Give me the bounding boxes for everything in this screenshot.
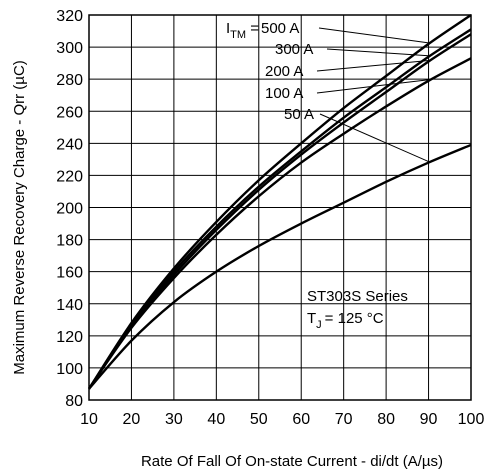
- series-line-1: [87, 28, 472, 390]
- y-tick-label: 200: [56, 201, 83, 218]
- x-tick-labels: 10 20 30 40 50 60 70 80 90 100: [80, 411, 484, 428]
- series-label-4: 50 A: [284, 106, 314, 123]
- y-tick-label: 80: [65, 393, 83, 410]
- tj-subscript: J: [316, 319, 322, 331]
- series-label-1: 300 A: [275, 41, 313, 58]
- series-lines: [87, 14, 472, 390]
- y-tick-label: 240: [56, 136, 83, 153]
- legend-current-label: ITM =: [226, 20, 259, 41]
- x-tick-label: 80: [377, 411, 395, 428]
- series-leader-0: [318, 27, 429, 44]
- series-line-4: [88, 143, 472, 390]
- x-tick-label: 60: [292, 411, 310, 428]
- series-line-3: [88, 57, 472, 390]
- y-tick-label: 220: [56, 168, 83, 185]
- y-tick-label: 280: [56, 72, 83, 89]
- y-tick-labels: 80 100 120 140 160 180 200 220 240 260 280 300 320: [56, 8, 83, 410]
- label-leaders: [316, 27, 429, 163]
- y-tick-label: 120: [56, 329, 83, 346]
- x-tick-label: 10: [80, 411, 98, 428]
- plot-frame: [88, 14, 472, 401]
- series-label-2: 200 A: [265, 63, 303, 80]
- series-label-3: 100 A: [265, 85, 303, 102]
- legend-current-symbol: I: [226, 20, 230, 37]
- series-line-0: [87, 14, 472, 390]
- x-tick-label: 50: [250, 411, 268, 428]
- series-leader-1: [326, 48, 429, 57]
- series-line-2: [88, 33, 472, 390]
- x-axis-title: Rate Of Fall Of On-state Current - di/dt…: [141, 453, 443, 470]
- y-tick-label: 160: [56, 265, 83, 282]
- y-tick-label: 300: [56, 40, 83, 57]
- tj-value: = 125 °C: [325, 310, 384, 327]
- y-tick-label: 260: [56, 104, 83, 121]
- y-tick-label: 140: [56, 297, 83, 314]
- y-axis-title: Maximum Reverse Recovery Charge - Qrr (µ…: [11, 60, 28, 375]
- series-labels: 500 A 300 A 200 A 100 A 50 A: [261, 20, 314, 123]
- x-tick-label: 100: [458, 411, 485, 428]
- series-label-0: 500 A: [261, 20, 299, 37]
- x-tick-label: 90: [420, 411, 438, 428]
- y-tick-label: 100: [56, 361, 83, 378]
- series-leader-2: [316, 60, 429, 72]
- x-tick-label: 40: [207, 411, 225, 428]
- junction-temperature-label: TJ = 125 °C: [307, 310, 384, 331]
- x-tick-label: 70: [335, 411, 353, 428]
- device-series-label: ST303S Series: [307, 288, 408, 305]
- x-tick-label: 20: [123, 411, 141, 428]
- tj-symbol: T: [307, 310, 316, 327]
- y-tick-label: 320: [56, 8, 83, 25]
- legend-current-equals: =: [246, 20, 259, 37]
- legend-current-subscript: TM: [230, 29, 246, 41]
- series-leader-4: [319, 113, 429, 163]
- x-tick-label: 30: [165, 411, 183, 428]
- series-leader-3: [316, 79, 429, 94]
- y-tick-label: 180: [56, 233, 83, 250]
